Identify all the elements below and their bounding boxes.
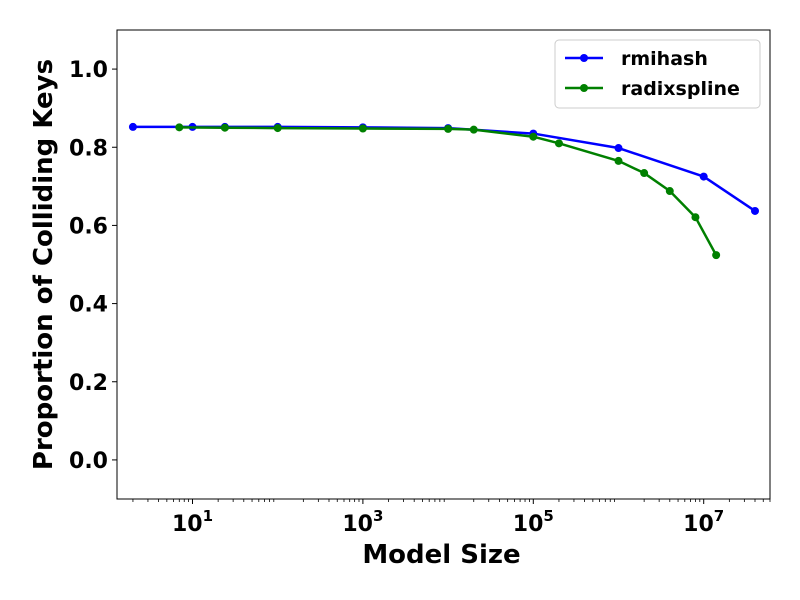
y-tick-label: 0.0 (69, 449, 108, 474)
x-tick-label: 103 (342, 507, 383, 537)
series-line-radixspline (179, 126, 718, 256)
data-point-radixspline (444, 124, 453, 133)
plot-frame (116, 29, 771, 500)
legend-label-radixspline: radixspline (621, 78, 740, 100)
legend-label-rmihash: rmihash (621, 48, 708, 70)
y-axis-label: Proportion of Colliding Keys (29, 59, 59, 470)
data-point-rmihash (699, 172, 708, 181)
y-tick-label: 1.0 (69, 58, 108, 83)
y-tick-label: 0.4 (69, 293, 108, 318)
data-point-radixspline (691, 213, 700, 222)
legend: rmihash radixspline (554, 39, 761, 109)
legend-marker-radixspline (580, 84, 588, 92)
data-point-radixspline (175, 123, 184, 132)
legend-box (554, 39, 761, 109)
data-point-rmihash (614, 144, 623, 153)
y-tick-label: 0.8 (69, 136, 108, 161)
data-point-rmihash (750, 206, 759, 215)
x-tick-label: 107 (683, 507, 724, 537)
x-tick-label: 105 (513, 507, 554, 537)
axes: 0.0 0.2 0.4 0.6 0.8 1.0 101 103 105 107 Model Size… (29, 29, 771, 570)
y-tick-label: 0.2 (69, 371, 108, 396)
data-point-radixspline (273, 124, 282, 133)
data-point-radixspline (554, 139, 563, 148)
series-line-rmihash (132, 125, 756, 212)
x-axis-label: Model Size (362, 540, 520, 570)
x-tick-label: 101 (172, 507, 213, 537)
data-point-radixspline (358, 124, 367, 133)
data-point-radixspline (640, 169, 649, 178)
data-point-rmihash (128, 122, 137, 131)
data-point-radixspline (712, 251, 721, 260)
y-tick-label: 0.6 (69, 214, 108, 239)
data-point-radixspline (665, 187, 674, 196)
legend-marker-rmihash (580, 54, 588, 62)
data-point-radixspline (220, 123, 229, 132)
data-point-radixspline (614, 156, 623, 165)
series-group (128, 122, 759, 260)
data-point-radixspline (529, 132, 538, 141)
plot-area (128, 122, 759, 260)
data-point-radixspline (469, 125, 478, 134)
